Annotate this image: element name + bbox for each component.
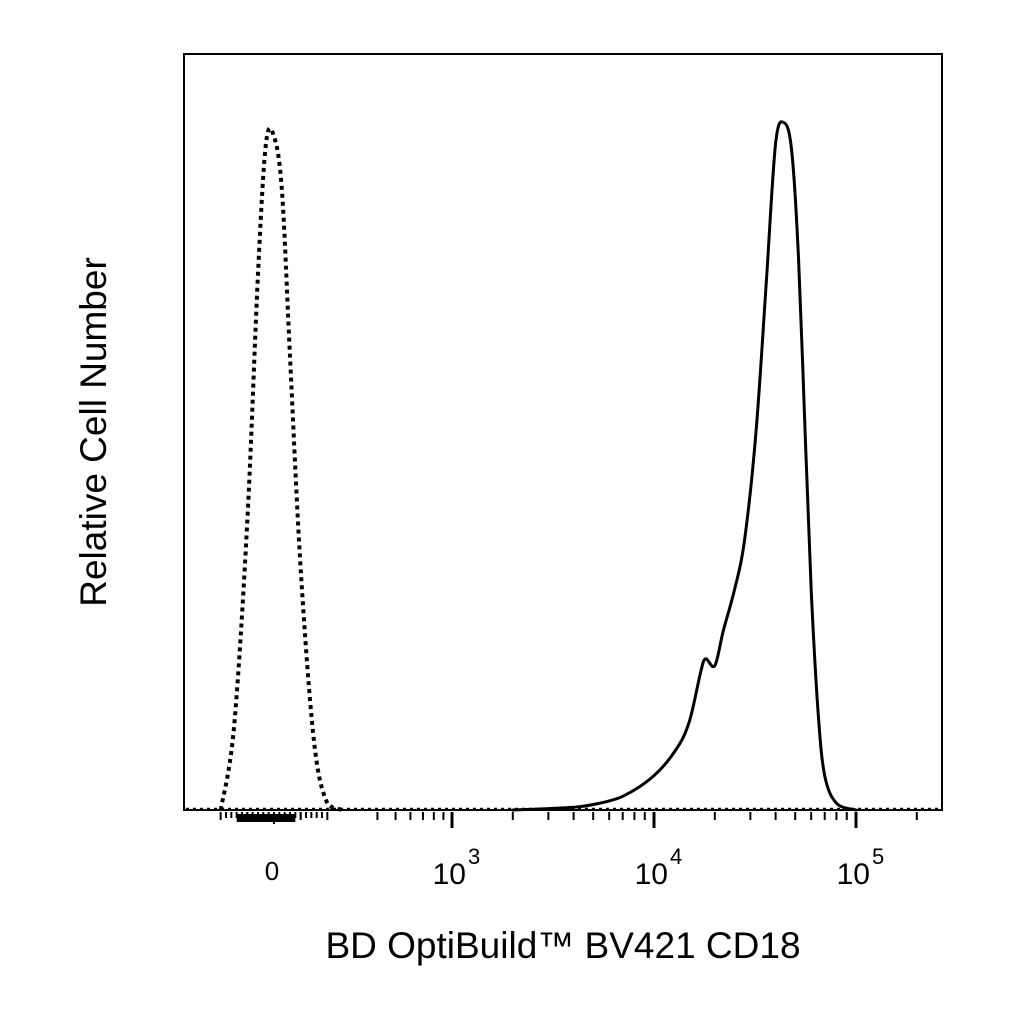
x-tick-label: 0 — [265, 856, 279, 886]
x-axis-ticks — [219, 812, 918, 828]
stained-histogram-solid — [511, 120, 858, 812]
x-tick-label-base: 10 — [837, 858, 870, 891]
plot-frame — [183, 53, 943, 811]
y-axis-label: Relative Cell Number — [73, 257, 114, 607]
x-tick-label-exponent: 5 — [872, 844, 884, 869]
x-tick-label-base: 10 — [433, 858, 466, 891]
x-tick-label-exponent: 3 — [468, 844, 480, 869]
x-tick-cluster — [236, 814, 296, 822]
x-tick-label-base: 10 — [635, 858, 668, 891]
series-layer — [186, 120, 940, 812]
x-axis-label: BD OptiBuild™ BV421 CD18 — [325, 925, 800, 966]
x-tick-label-exponent: 4 — [670, 844, 682, 869]
control-histogram-dotted — [218, 126, 345, 812]
